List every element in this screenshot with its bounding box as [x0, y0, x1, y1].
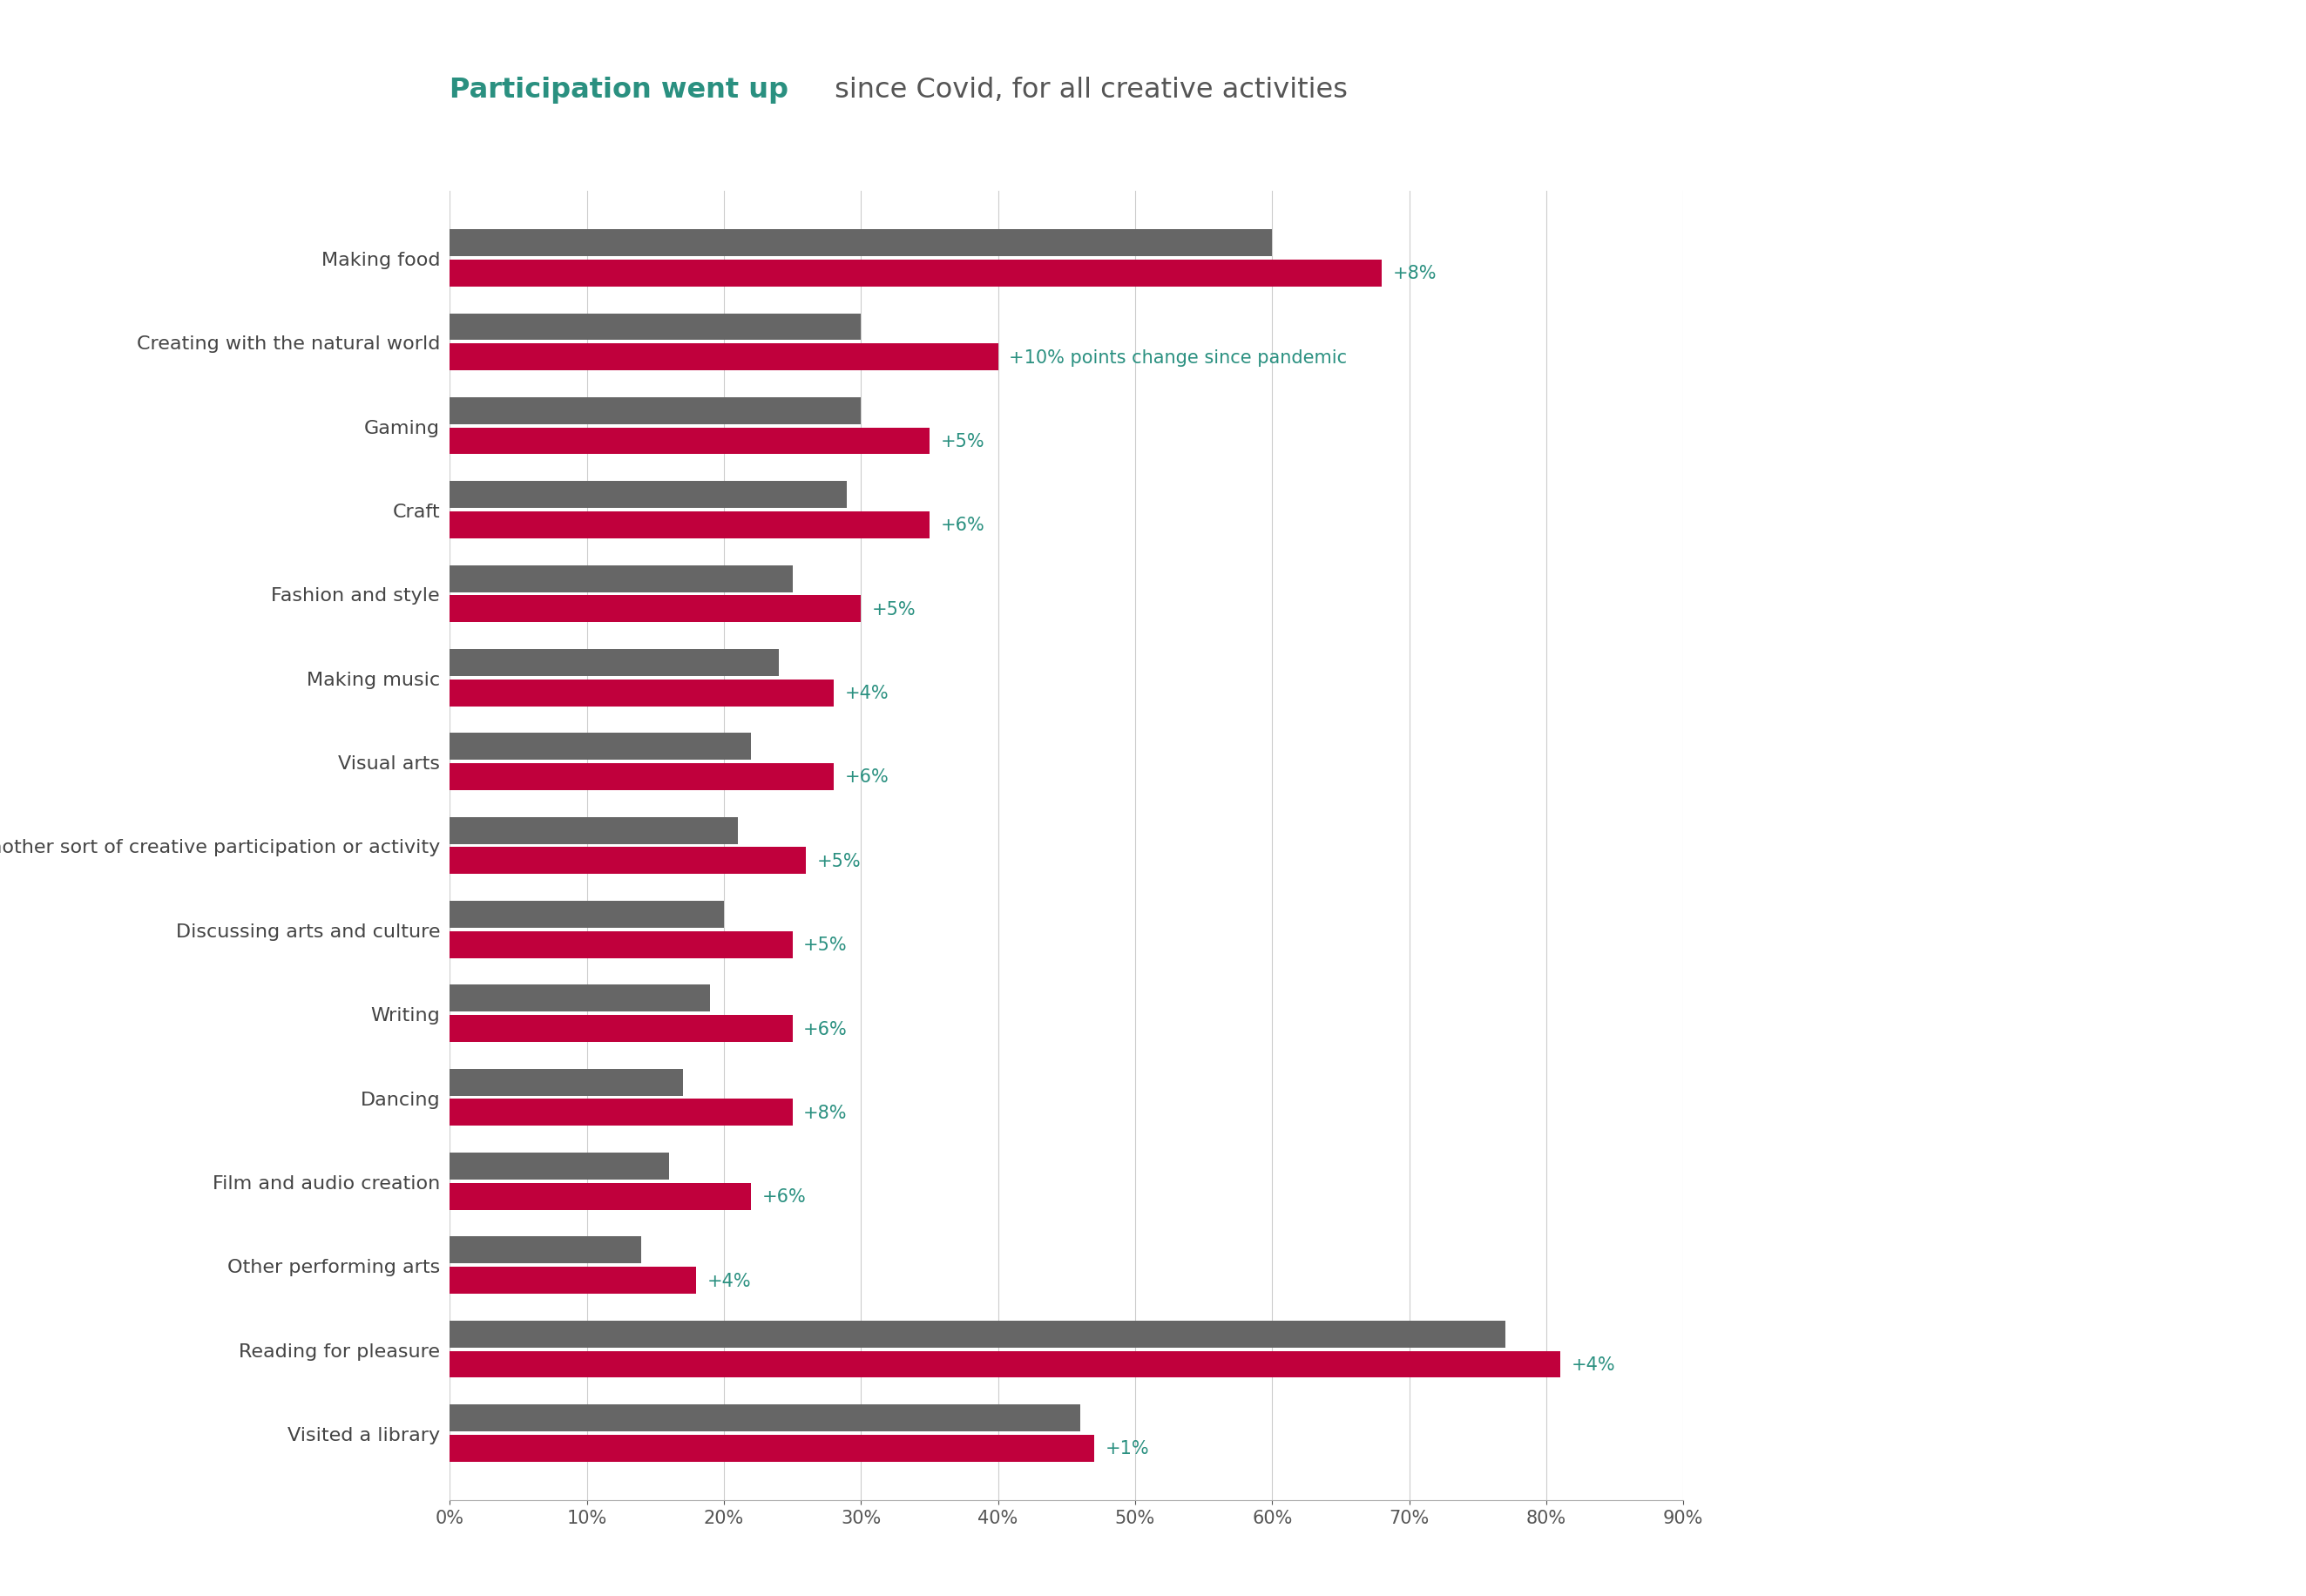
- Bar: [450, 902, 724, 929]
- Bar: [450, 1404, 1079, 1432]
- Bar: [450, 595, 860, 622]
- Text: +1%: +1%: [1105, 1440, 1148, 1457]
- Bar: [450, 817, 738, 844]
- Bar: [450, 1321, 1506, 1347]
- Text: +5%: +5%: [872, 600, 915, 618]
- Bar: [450, 565, 793, 592]
- Bar: [450, 1152, 669, 1179]
- Bar: [450, 1435, 1093, 1462]
- Bar: [450, 680, 832, 707]
- Text: +8%: +8%: [802, 1104, 846, 1122]
- Text: +4%: +4%: [844, 685, 888, 702]
- Bar: [450, 847, 807, 875]
- Bar: [450, 1267, 696, 1294]
- Bar: [450, 1183, 752, 1210]
- Bar: [450, 650, 779, 677]
- Text: +8%: +8%: [1393, 265, 1437, 282]
- Bar: [450, 1069, 683, 1096]
- Text: +10% points change since pandemic: +10% points change since pandemic: [1010, 350, 1347, 367]
- Bar: [450, 985, 710, 1012]
- Bar: [450, 1237, 641, 1264]
- Bar: [450, 512, 929, 539]
- Text: +5%: +5%: [816, 852, 860, 870]
- Text: +5%: +5%: [802, 937, 846, 953]
- Text: +4%: +4%: [708, 1272, 752, 1290]
- Bar: [450, 1015, 793, 1042]
- Bar: [450, 345, 998, 370]
- Text: +5%: +5%: [941, 433, 985, 450]
- Bar: [450, 397, 860, 425]
- Bar: [450, 482, 846, 509]
- Text: since Covid, for all creative activities: since Covid, for all creative activities: [826, 77, 1347, 104]
- Bar: [450, 260, 1381, 287]
- Text: +6%: +6%: [844, 768, 888, 785]
- Text: +6%: +6%: [763, 1187, 807, 1205]
- Bar: [450, 230, 1273, 257]
- Bar: [450, 1100, 793, 1127]
- Bar: [450, 932, 793, 958]
- Bar: [450, 1350, 1559, 1377]
- Text: Participation went up: Participation went up: [450, 77, 789, 104]
- Bar: [450, 734, 752, 760]
- Text: +6%: +6%: [941, 517, 985, 535]
- Bar: [450, 314, 860, 342]
- Text: +6%: +6%: [802, 1020, 849, 1037]
- Text: +4%: +4%: [1570, 1355, 1614, 1373]
- Bar: [450, 763, 832, 790]
- Bar: [450, 428, 929, 455]
